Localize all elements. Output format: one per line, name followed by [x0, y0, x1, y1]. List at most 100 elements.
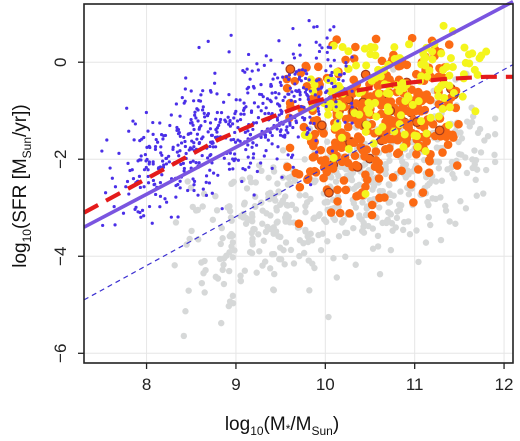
blue-galaxy-point [197, 161, 201, 165]
y-axis-title-log: log [10, 242, 31, 267]
blue-galaxy-point [224, 119, 228, 124]
blue-galaxy-point [319, 86, 323, 90]
blue-galaxy-point [164, 156, 168, 161]
blue-galaxy-point [143, 152, 147, 157]
yellow-galaxy-point [329, 153, 338, 162]
blue-galaxy-point [246, 91, 250, 95]
blue-galaxy-point [313, 93, 317, 97]
blue-galaxy-point [178, 134, 182, 138]
blue-galaxy-point [269, 58, 273, 62]
grey-galaxy-point [438, 177, 446, 184]
blue-galaxy-point [182, 135, 186, 139]
grey-galaxy-point [406, 231, 414, 238]
orange-galaxy-point [350, 151, 360, 161]
grid-lines [84, 4, 513, 363]
orange-galaxy-point [303, 174, 313, 183]
orange-galaxy-point [356, 135, 365, 144]
yellow-galaxy-point [434, 85, 443, 94]
axis-ticks: 8 9 10 11 12 0 −2 −4 −6 [51, 57, 514, 394]
yellow-galaxy-point [440, 79, 449, 88]
orange-galaxy-point [339, 176, 349, 185]
grey-galaxy-point [270, 286, 277, 293]
grey-galaxy-point [422, 239, 430, 246]
grey-galaxy-point [455, 138, 462, 146]
blue-galaxy-point [132, 138, 136, 142]
blue-galaxy-point [218, 120, 222, 124]
x-axis-title-log: log [225, 414, 250, 435]
blue-galaxy-point [144, 165, 148, 170]
grey-galaxy-point [405, 152, 412, 159]
y-axis-title-sub2: Sun [20, 137, 34, 158]
grey-galaxy-point [249, 238, 256, 246]
blue-galaxy-point [222, 156, 226, 160]
grey-galaxy-point [271, 270, 278, 278]
blue-galaxy-point [281, 61, 285, 65]
blue-galaxy-point [186, 188, 190, 193]
yellow-galaxy-point [369, 139, 378, 148]
grey-galaxy-point [275, 188, 282, 195]
blue-galaxy-point [174, 195, 178, 199]
blue-galaxy-point [168, 123, 172, 128]
blue-galaxy-point [326, 45, 330, 49]
orange-galaxy-point [316, 145, 326, 155]
grey-galaxy-point [395, 201, 403, 208]
orange-galaxy-point [422, 137, 431, 146]
blue-galaxy-point [227, 122, 231, 126]
blue-galaxy-point [188, 160, 193, 164]
grey-galaxy-point [323, 138, 331, 145]
grey-galaxy-point [399, 226, 407, 234]
blue-galaxy-point [178, 179, 182, 183]
blue-galaxy-point [161, 159, 165, 163]
yellow-galaxy-point [385, 106, 394, 115]
blue-galaxy-point [292, 56, 297, 60]
grey-galaxy-point [182, 308, 189, 315]
blue-galaxy-point [217, 123, 221, 127]
yellow-galaxy-point [395, 120, 404, 129]
grey-galaxy-point [308, 237, 316, 244]
grey-galaxy-point [260, 237, 267, 244]
blue-galaxy-point [113, 185, 118, 189]
grey-galaxy-point [432, 178, 440, 185]
grey-galaxy-point [386, 198, 394, 206]
blue-galaxy-point [191, 177, 195, 181]
blue-galaxy-point [292, 94, 296, 98]
blue-galaxy-point [184, 76, 188, 80]
x-axis-title-slash: /M [290, 414, 311, 435]
grey-galaxy-point [296, 252, 303, 260]
blue-galaxy-point [294, 89, 298, 93]
blue-galaxy-point [350, 105, 354, 109]
blue-galaxy-point [279, 83, 283, 87]
yellow-galaxy-point [448, 63, 457, 72]
blue-galaxy-point [308, 89, 312, 93]
blue-galaxy-point [151, 120, 155, 125]
orange-galaxy-point [283, 162, 292, 172]
yellow-galaxy-point [413, 142, 422, 151]
blue-galaxy-point [139, 154, 143, 158]
blue-galaxy-point [211, 145, 215, 149]
orange-galaxy-point [367, 210, 377, 220]
blue-galaxy-point [334, 100, 338, 104]
blue-galaxy-point [206, 156, 210, 160]
blue-galaxy-point [288, 123, 292, 127]
blue-galaxy-point [279, 108, 283, 112]
grey-galaxy-point [425, 201, 432, 209]
blue-galaxy-point [193, 110, 197, 114]
data-points [100, 19, 499, 340]
blue-galaxy-point [274, 96, 278, 100]
blue-galaxy-point [234, 98, 238, 102]
grey-galaxy-point [457, 198, 464, 205]
blue-galaxy-point [192, 183, 196, 187]
grey-galaxy-point [219, 235, 226, 242]
grey-galaxy-point [429, 195, 436, 202]
grey-galaxy-point [259, 207, 266, 214]
blue-galaxy-point [299, 79, 303, 83]
blue-galaxy-point [192, 127, 196, 132]
blue-galaxy-point [305, 126, 310, 130]
yellow-galaxy-point [405, 40, 414, 49]
blue-galaxy-point [252, 101, 257, 105]
blue-galaxy-point [197, 99, 201, 103]
blue-galaxy-point [214, 145, 218, 149]
blue-galaxy-point [262, 63, 266, 67]
blue-galaxy-point [342, 72, 346, 76]
blue-galaxy-point [283, 133, 287, 137]
